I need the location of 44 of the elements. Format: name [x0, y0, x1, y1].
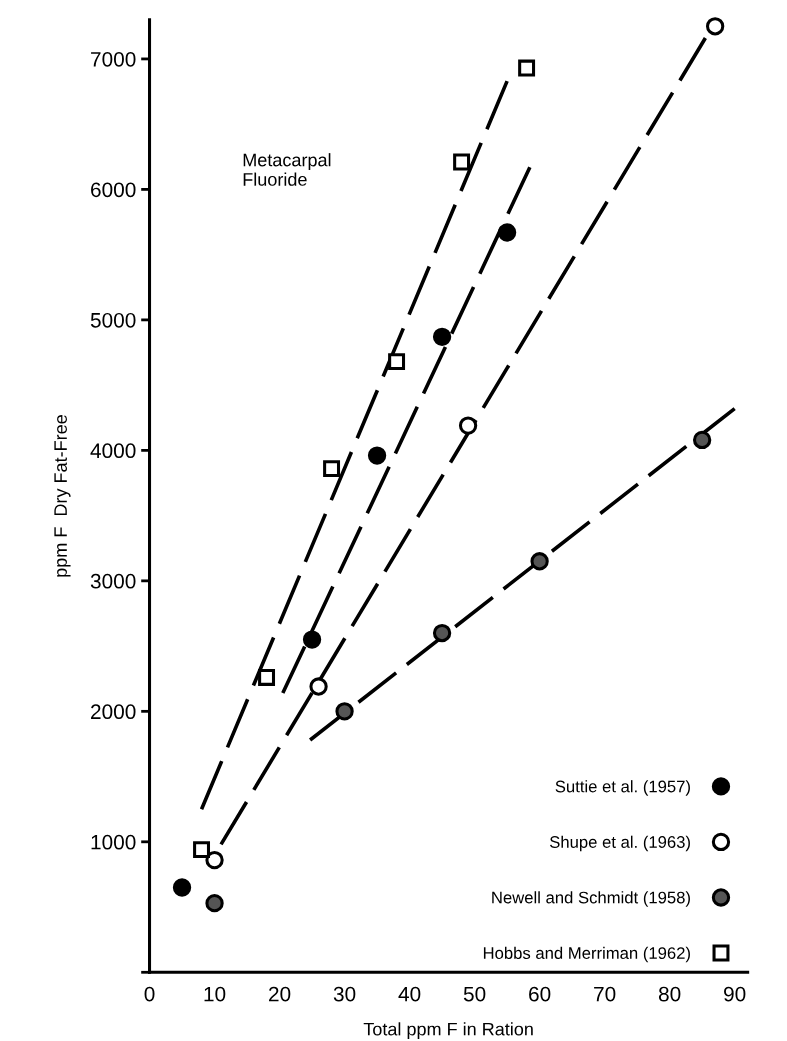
x-axis-title: Total ppm F in Ration: [363, 1022, 533, 1040]
y-tick-label: 1000: [91, 834, 136, 850]
point: [172, 878, 192, 897]
x-tick-label: 90: [724, 986, 746, 1002]
point: [367, 446, 387, 465]
legend-label: Newell and Schmidt (1958): [492, 891, 690, 907]
point: [302, 630, 322, 649]
point: [205, 850, 224, 870]
x-tick-label: 80: [658, 986, 681, 1002]
point: [309, 677, 328, 696]
point: [432, 327, 452, 347]
x-tick-label: 10: [204, 986, 226, 1002]
y-tick-label: 6000: [91, 182, 136, 198]
x-tick-label: 70: [594, 986, 616, 1002]
x-tick-label: 60: [529, 986, 551, 1002]
x-tick-label: 20: [269, 986, 291, 1002]
y-tick-label: 2000: [91, 704, 136, 720]
y-tick-label: 5000: [90, 312, 136, 328]
x-tick-label: 30: [333, 986, 356, 1002]
y-axis-title: ppm F Dry Fat-Free: [54, 415, 71, 577]
point: [530, 552, 549, 571]
point: [432, 623, 452, 643]
x-tick-label: 50: [463, 986, 486, 1002]
point: [705, 17, 725, 36]
point: [388, 353, 406, 371]
point: [692, 430, 712, 450]
x-tick-label: 40: [398, 986, 421, 1002]
point: [335, 702, 354, 721]
y-tick-label: 4000: [90, 443, 136, 459]
point: [205, 893, 224, 913]
legend-label: Hobbs and Merriman (1962): [483, 946, 690, 963]
y-tick-label: 7000: [91, 51, 136, 67]
y-tick-label: 3000: [90, 573, 136, 589]
x-tick-label: 0: [144, 986, 155, 1002]
legend-label: Shupe et al. (1963): [549, 835, 690, 852]
point: [497, 223, 517, 242]
annotation: Metacarpal Fluoride: [243, 153, 331, 186]
point: [258, 668, 276, 686]
point: [518, 59, 536, 77]
point: [453, 153, 471, 171]
point: [323, 460, 341, 478]
legend-label: Suttie et al. (1957): [555, 780, 690, 796]
point: [193, 841, 211, 859]
point: [458, 416, 478, 435]
